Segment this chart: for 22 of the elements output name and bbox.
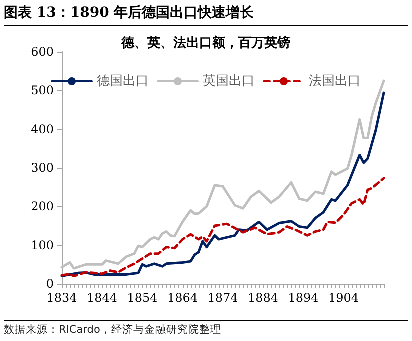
x-tick-label: 1864	[167, 291, 198, 305]
x-tick-label: 1874	[208, 291, 239, 305]
x-tick-label: 1904	[328, 291, 360, 305]
y-tick-label: 0	[46, 277, 54, 291]
chart-title: 图表 13：1890 年后德国出口快速增长	[4, 4, 408, 26]
y-tick-label: 500	[31, 84, 54, 98]
x-tick-label: 1854	[127, 291, 158, 305]
y-tick-label: 400	[31, 122, 54, 136]
legend-label: 法国出口	[309, 74, 361, 89]
y-tick-label: 200	[31, 200, 54, 214]
y-tick-label: 300	[31, 161, 54, 175]
legend-label: 英国出口	[203, 74, 255, 89]
y-tick-label: 600	[31, 45, 54, 59]
legend-label: 德国出口	[97, 74, 149, 89]
x-tick-label: 1894	[288, 291, 320, 305]
x-tick-label: 1844	[86, 291, 118, 305]
y-tick-label: 100	[31, 238, 54, 252]
line-series	[60, 177, 386, 278]
chart-subtitle: 德、英、法出口额，百万英镑	[120, 35, 290, 51]
source-note: 数据来源：RICardo，经济与金融研究院整理	[4, 320, 408, 337]
x-tick-label: 1834	[46, 291, 78, 305]
x-tick-label: 1884	[248, 291, 279, 305]
